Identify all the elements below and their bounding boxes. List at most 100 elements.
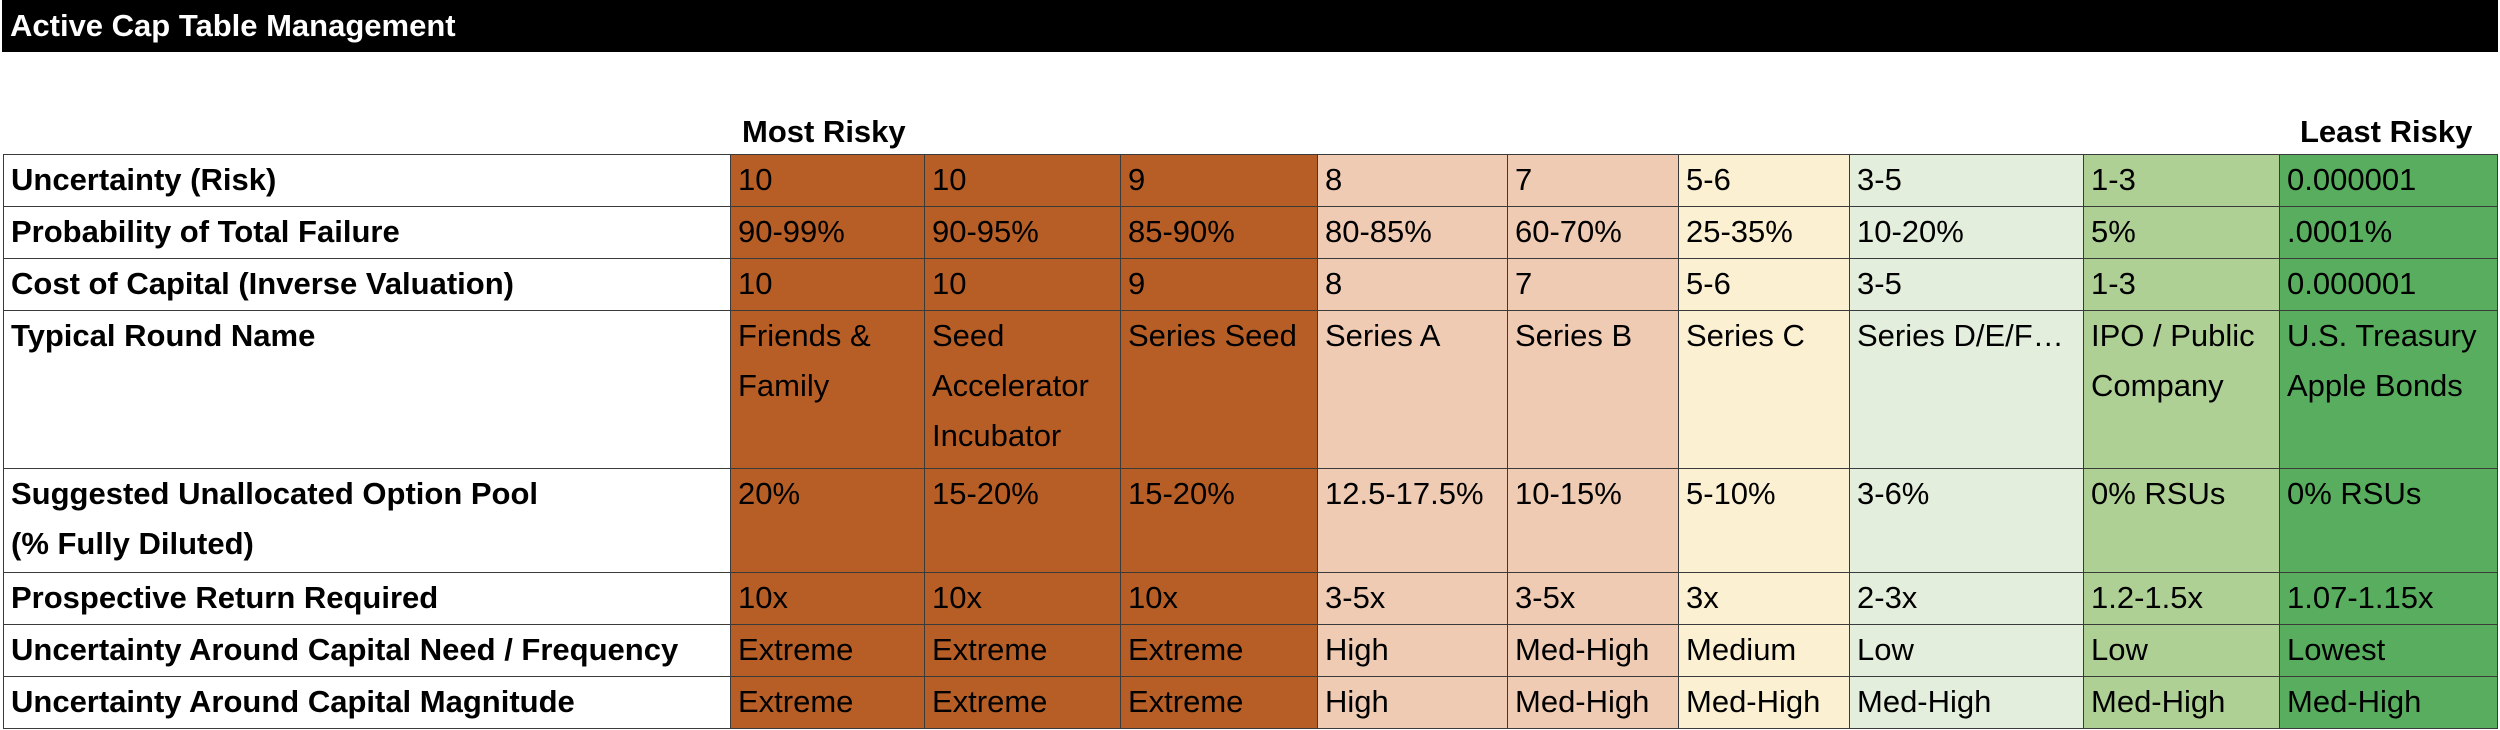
table-cell[interactable]: Medium <box>1678 624 1850 677</box>
table-cell[interactable]: Lowest <box>2279 624 2498 677</box>
table-cell[interactable]: 20% <box>730 468 925 573</box>
table-cell[interactable]: Med-High <box>2083 676 2280 729</box>
table-cell[interactable]: .0001% <box>2279 206 2498 259</box>
table-cell[interactable]: 80-85% <box>1317 206 1508 259</box>
table-cell[interactable]: 2-3x <box>1849 572 2084 625</box>
table-row: Cost of Capital (Inverse Valuation) 10 10 9… <box>3 258 2498 311</box>
table-cell[interactable]: Series A <box>1317 310 1508 469</box>
table-row: Uncertainty Around Capital Need / Freque… <box>3 624 2498 677</box>
row-label-text: Prospective Return Required <box>11 580 439 615</box>
row-label-subtext: (% Fully Diluted) <box>11 526 254 561</box>
table-cell[interactable]: High <box>1317 624 1508 677</box>
table-cell[interactable]: Series B <box>1507 310 1679 469</box>
table-cell[interactable]: 10-15% <box>1507 468 1679 573</box>
row-label[interactable]: Prospective Return Required <box>3 572 731 625</box>
table-cell[interactable]: 7 <box>1507 258 1679 311</box>
table-cell[interactable]: IPO / Public Company <box>2083 310 2280 469</box>
table-cell[interactable]: 1.2-1.5x <box>2083 572 2280 625</box>
table-cell[interactable]: Med-High <box>1507 624 1679 677</box>
table-cell[interactable]: 0% RSUs <box>2279 468 2498 573</box>
row-label[interactable]: Suggested Unallocated Option Pool (% Full… <box>3 468 731 573</box>
table-cell[interactable]: 3x <box>1678 572 1850 625</box>
table-cell[interactable]: 1.07-1.15x <box>2279 572 2498 625</box>
row-label-text: Uncertainty Around Capital Need / Freque… <box>11 632 679 667</box>
table-cell[interactable]: Med-High <box>1849 676 2084 729</box>
table-cell[interactable]: 10 <box>924 154 1121 207</box>
most-risky-label: Most Risky <box>742 114 906 149</box>
table-cell[interactable]: 10 <box>730 154 925 207</box>
table-cell[interactable]: 5-6 <box>1678 258 1850 311</box>
table-cell[interactable]: 10-20% <box>1849 206 2084 259</box>
least-risky-label: Least Risky <box>2300 114 2473 149</box>
table-cell[interactable]: 9 <box>1120 154 1318 207</box>
sheet-title: Active Cap Table Management <box>2 0 2498 52</box>
row-label[interactable]: Uncertainty (Risk) <box>3 154 731 207</box>
table-cell[interactable]: 3-6% <box>1849 468 2084 573</box>
table-cell[interactable]: Med-High <box>2279 676 2498 729</box>
row-label[interactable]: Typical Round Name <box>3 310 731 469</box>
table-cell[interactable]: 8 <box>1317 258 1508 311</box>
table-cell[interactable]: Low <box>1849 624 2084 677</box>
row-label-text: Cost of Capital (Inverse Valuation) <box>11 266 514 301</box>
table-cell[interactable]: 3-5 <box>1849 154 2084 207</box>
table-cell[interactable]: 10x <box>730 572 925 625</box>
table-row: Prospective Return Required 10x 10x 10x 3-5x… <box>3 572 2498 625</box>
row-label-text: Suggested Unallocated Option Pool <box>11 476 539 511</box>
cap-table: Uncertainty (Risk) 10 10 9 8 7 5-6 3-5 1-3 0.0000… <box>3 154 2498 729</box>
table-cell[interactable]: 90-99% <box>730 206 925 259</box>
row-label-text: Probability of Total Failure <box>11 214 400 249</box>
table-cell[interactable]: Med-High <box>1678 676 1850 729</box>
row-label-text: Uncertainty Around Capital Magnitude <box>11 684 575 719</box>
table-cell[interactable]: Extreme <box>924 624 1121 677</box>
table-cell[interactable]: 5-6 <box>1678 154 1850 207</box>
table-row: Probability of Total Failure 90-99% 90-95%… <box>3 206 2498 259</box>
row-label[interactable]: Uncertainty Around Capital Magnitude <box>3 676 731 729</box>
table-cell[interactable]: Seed Accelerator Incubator <box>924 310 1121 469</box>
table-cell[interactable]: Extreme <box>1120 624 1318 677</box>
table-cell[interactable]: Series C <box>1678 310 1850 469</box>
table-cell[interactable]: 15-20% <box>1120 468 1318 573</box>
table-cell[interactable]: Friends & Family <box>730 310 925 469</box>
row-label-text: Uncertainty (Risk) <box>11 162 277 197</box>
table-cell[interactable]: 9 <box>1120 258 1318 311</box>
table-cell[interactable]: 10 <box>924 258 1121 311</box>
table-cell[interactable]: 8 <box>1317 154 1508 207</box>
row-label[interactable]: Uncertainty Around Capital Need / Freque… <box>3 624 731 677</box>
table-cell[interactable]: 3-5 <box>1849 258 2084 311</box>
table-cell[interactable]: 10x <box>1120 572 1318 625</box>
table-cell[interactable]: Extreme <box>730 676 925 729</box>
table-cell[interactable]: Extreme <box>924 676 1121 729</box>
table-row: Typical Round Name Friends & Family Seed A… <box>3 310 2498 469</box>
table-cell[interactable]: 0.000001 <box>2279 154 2498 207</box>
table-cell[interactable]: 1-3 <box>2083 154 2280 207</box>
table-cell[interactable]: Series D/E/F… <box>1849 310 2084 469</box>
table-cell[interactable]: 0.000001 <box>2279 258 2498 311</box>
table-row: Uncertainty (Risk) 10 10 9 8 7 5-6 3-5 1-3 0.0000… <box>3 154 2498 207</box>
row-label[interactable]: Probability of Total Failure <box>3 206 731 259</box>
table-cell[interactable]: 15-20% <box>924 468 1121 573</box>
table-cell[interactable]: Extreme <box>1120 676 1318 729</box>
row-label-text: Typical Round Name <box>11 318 316 353</box>
table-cell[interactable]: U.S. Treasury Apple Bonds <box>2279 310 2498 469</box>
table-cell[interactable]: 85-90% <box>1120 206 1318 259</box>
table-cell[interactable]: 60-70% <box>1507 206 1679 259</box>
table-cell[interactable]: 10x <box>924 572 1121 625</box>
table-cell[interactable]: 90-95% <box>924 206 1121 259</box>
table-cell[interactable]: 0% RSUs <box>2083 468 2280 573</box>
table-cell[interactable]: 5-10% <box>1678 468 1850 573</box>
table-cell[interactable]: 10 <box>730 258 925 311</box>
table-cell[interactable]: 3-5x <box>1507 572 1679 625</box>
table-cell[interactable]: 12.5-17.5% <box>1317 468 1508 573</box>
table-cell[interactable]: 7 <box>1507 154 1679 207</box>
table-cell[interactable]: High <box>1317 676 1508 729</box>
table-row: Suggested Unallocated Option Pool (% Full… <box>3 468 2498 573</box>
table-cell[interactable]: Series Seed <box>1120 310 1318 469</box>
table-cell[interactable]: 25-35% <box>1678 206 1850 259</box>
table-cell[interactable]: Med-High <box>1507 676 1679 729</box>
table-cell[interactable]: Extreme <box>730 624 925 677</box>
table-cell[interactable]: 5% <box>2083 206 2280 259</box>
table-cell[interactable]: 1-3 <box>2083 258 2280 311</box>
row-label[interactable]: Cost of Capital (Inverse Valuation) <box>3 258 731 311</box>
table-cell[interactable]: 3-5x <box>1317 572 1508 625</box>
table-cell[interactable]: Low <box>2083 624 2280 677</box>
